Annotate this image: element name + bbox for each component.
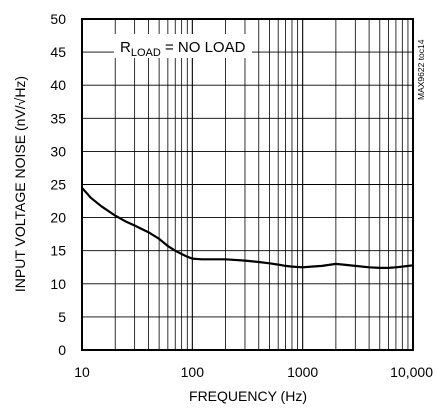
x-tick-label: 10,000 — [390, 364, 433, 380]
annotation-box: RLOAD = NO LOAD — [114, 34, 252, 59]
y-tick-label: 35 — [50, 110, 66, 126]
x-axis-title: FREQUENCY (Hz) — [189, 388, 307, 404]
x-tick-label: 1000 — [287, 364, 318, 380]
x-tick-label: 10 — [74, 364, 90, 380]
y-tick-label: 20 — [50, 210, 66, 226]
y-tick-label: 45 — [50, 44, 66, 60]
x-tick-label: 100 — [181, 364, 205, 380]
y-tick-label: 5 — [58, 309, 66, 325]
y-tick-label: 10 — [50, 276, 66, 292]
noise-curve — [81, 187, 414, 269]
tick-labels: 0 5 10 15 20 25 30 35 40 45 50 10 100 1000 10,000 — [50, 11, 433, 380]
grid — [82, 19, 413, 350]
annotation-background — [114, 34, 252, 58]
plot-frame — [81, 18, 414, 351]
y-tick-label: 50 — [50, 11, 66, 27]
y-tick-label: 15 — [50, 243, 66, 259]
figure-id-box: MAX9622 toc14 — [414, 26, 426, 104]
y-axis-title: INPUT VOLTAGE NOISE (nV/√Hz) — [12, 76, 28, 292]
figure-id-background — [414, 26, 425, 104]
figure-id: MAX9622 toc14 — [416, 39, 426, 100]
y-tick-label: 0 — [58, 342, 66, 358]
annotation-label: RLOAD = NO LOAD — [120, 39, 246, 59]
series-layer — [81, 187, 414, 269]
y-tick-label: 40 — [50, 77, 66, 93]
y-tick-label: 30 — [50, 143, 66, 159]
y-tick-label: 25 — [50, 177, 66, 193]
